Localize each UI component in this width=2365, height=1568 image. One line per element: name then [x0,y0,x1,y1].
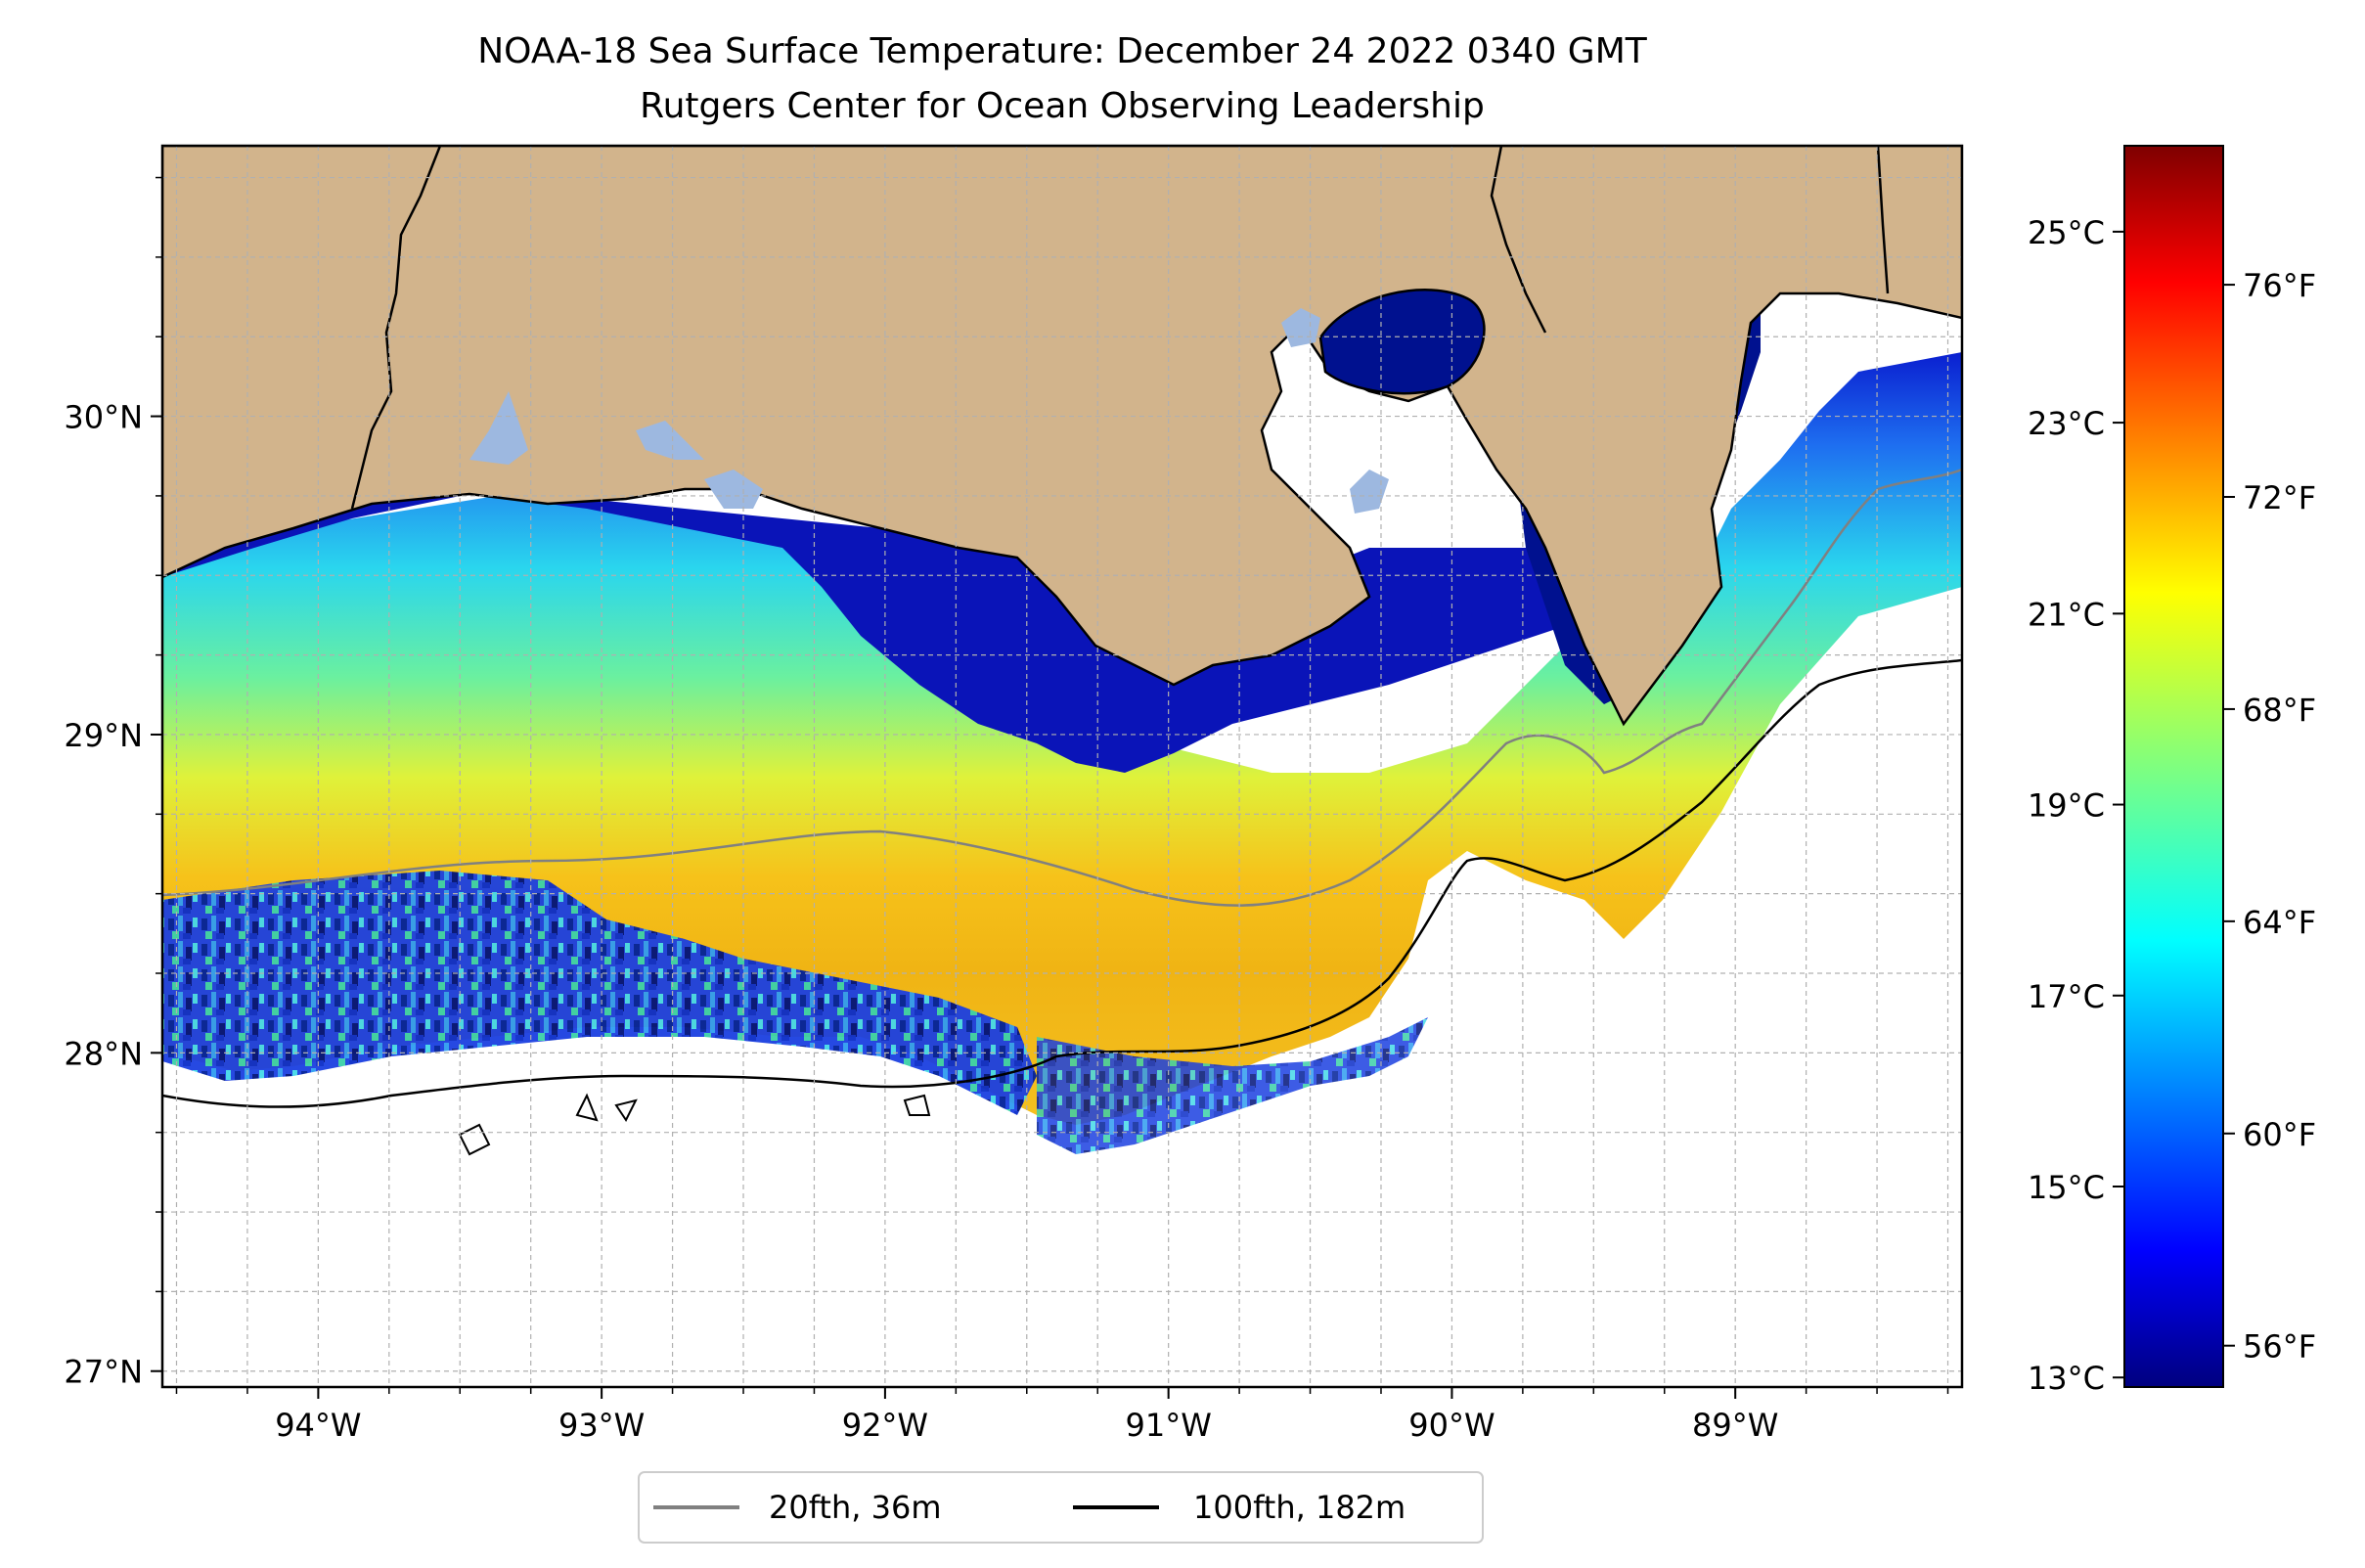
colorbar-celsius-label: 21°C [2028,596,2105,633]
sst-speckled-south [162,871,1037,1115]
map-panel [162,146,1962,1387]
contour-20fth [162,468,1962,907]
lat-tick-label: 29°N [64,717,143,754]
colorbar-celsius-label: 13°C [2028,1360,2105,1397]
state-border-la-ms [1490,146,1547,334]
contour-legend: 20fth, 36m 100fth, 182m [638,1471,1484,1544]
lon-tick-label: 94°W [275,1407,361,1444]
colorbar-fahrenheit-label: 56°F [2243,1328,2316,1366]
colorbar-fahrenheit-label: 76°F [2243,267,2316,304]
map-axis-ticks: 94°W 93°W 92°W 91°W 90°W 89°W 27°N 28°N 29°N 30°N [64,176,1949,1444]
sst-speckled-central [1037,1017,1428,1154]
colorbar-celsius-label: 15°C [2028,1169,2105,1206]
chart-subtitle: Rutgers Center for Ocean Observing Leade… [640,86,1485,126]
chart-title: NOAA-18 Sea Surface Temperature: Decembe… [477,31,1647,71]
map-frame [160,144,1964,1389]
state-border-tx-la [350,146,442,510]
map-gridlines [162,146,1962,1387]
colorbar-ticks: 13°C 15°C 17°C 19°C 21°C 23°C 25°C 56°F 60°F 64°F… [2028,214,2316,1397]
colorbar-fahrenheit-label: 68°F [2243,692,2316,729]
colorbar-fahrenheit-label: 60°F [2243,1116,2316,1153]
lon-tick-label: 91°W [1125,1407,1211,1444]
legend-label-20fth: 20fth, 36m [769,1489,941,1526]
lat-tick-label: 30°N [64,399,143,436]
lon-tick-label: 90°W [1408,1407,1495,1444]
colorbar-gradient [2123,145,2224,1388]
lat-tick-label: 27°N [64,1354,143,1391]
colorbar: 13°C 15°C 17°C 19°C 21°C 23°C 25°C 56°F 60°F 64°F… [2028,145,2316,1397]
lon-tick-label: 93°W [558,1407,645,1444]
lake-salvador [1350,470,1389,514]
sst-field [162,284,1962,1154]
lake-calcasieu [469,391,528,465]
colorbar-fahrenheit-label: 64°F [2243,904,2316,941]
lake-white [636,421,704,460]
legend-box [638,1471,1484,1544]
colorbar-celsius-label: 17°C [2028,978,2105,1015]
colorbar-celsius-label: 25°C [2028,214,2105,251]
lon-tick-label: 92°W [842,1407,928,1444]
colorbar-fahrenheit-label: 72°F [2243,479,2316,516]
colorbar-celsius-label: 23°C [2028,405,2105,442]
lon-tick-label: 89°W [1692,1407,1778,1444]
state-border-ms-al [1876,146,1890,294]
contour-100fth-islands [458,1093,931,1156]
colorbar-celsius-label: 19°C [2028,787,2105,825]
lake-grand [704,470,763,509]
sst-nearshore-cold [162,489,1624,773]
lat-tick-label: 28°N [64,1035,143,1072]
legend-label-100fth: 100fth, 182m [1193,1489,1406,1526]
